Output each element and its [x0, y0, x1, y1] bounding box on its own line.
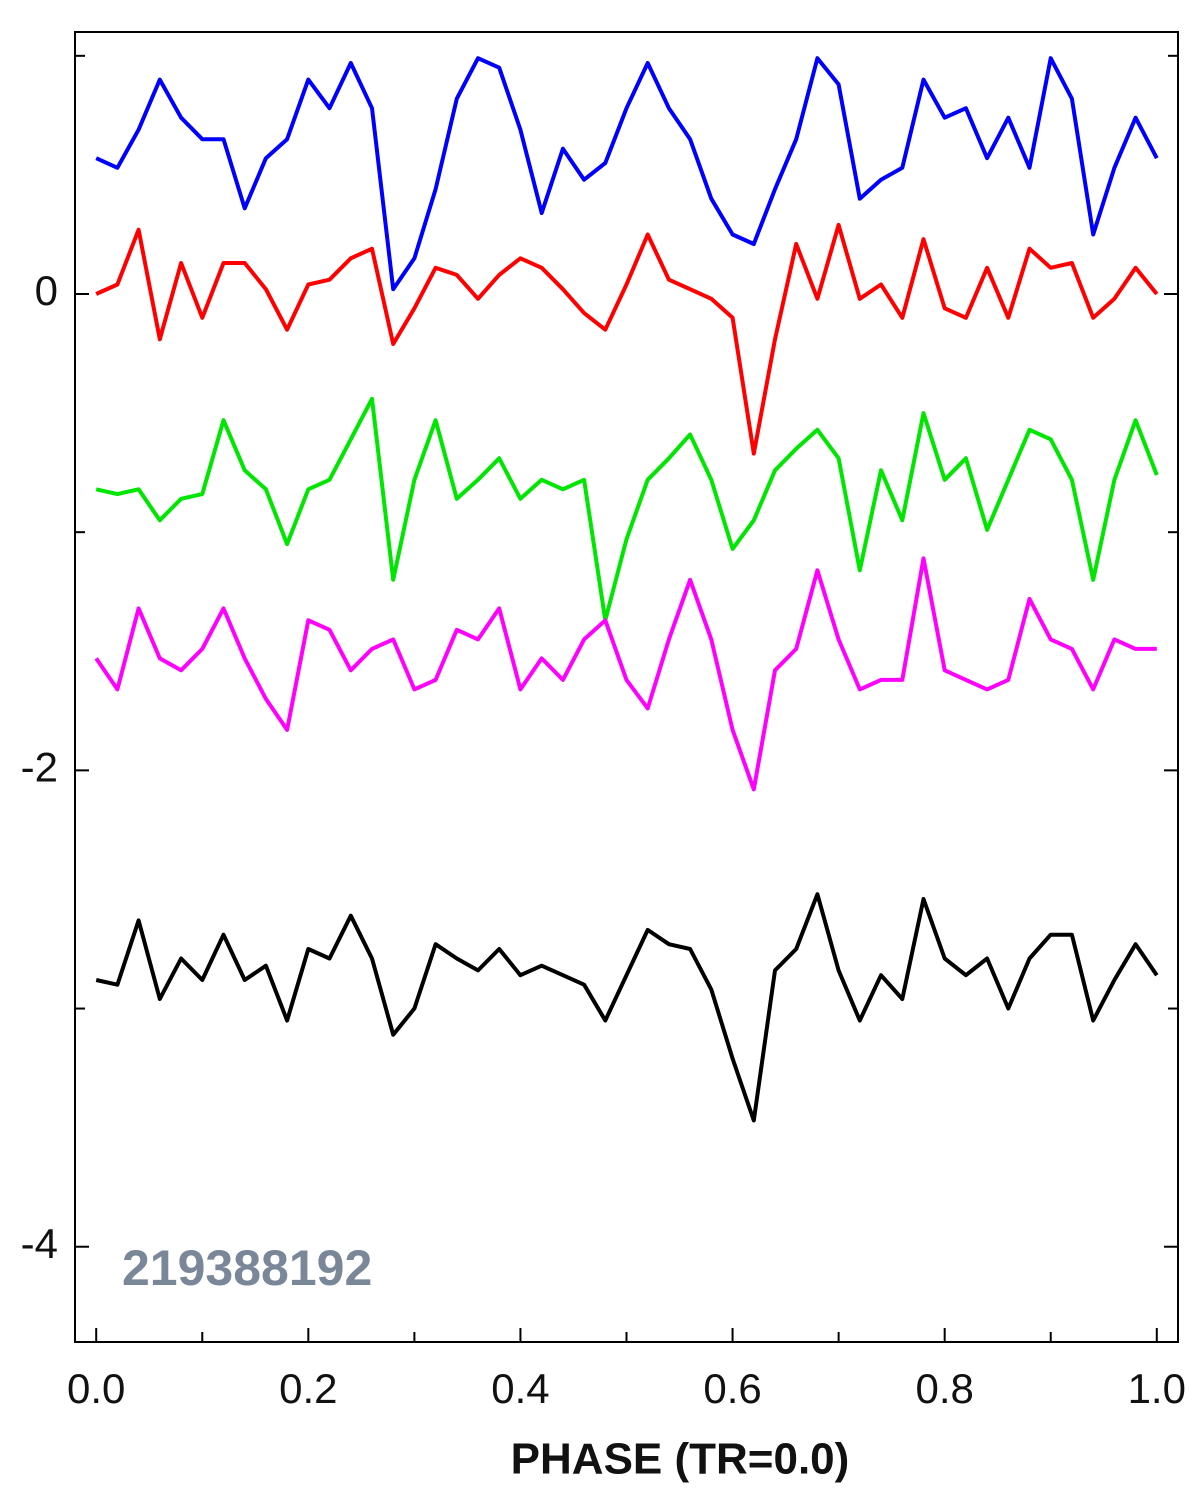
series-line	[95, 222, 1159, 456]
annotation: 219388192	[122, 1240, 372, 1296]
x-tick-label: 0.8	[915, 1365, 973, 1412]
series-line	[94, 556, 1157, 792]
y-tick-label: -4	[21, 1220, 58, 1267]
series-line	[95, 892, 1159, 1123]
x-tick-label: 0.0	[67, 1365, 125, 1412]
y-tick-label: -2	[21, 743, 58, 790]
x-tick-label: 0.4	[491, 1365, 549, 1412]
x-tick-label: 1.0	[1128, 1365, 1186, 1412]
y-tick-label: 0	[35, 267, 58, 314]
series-line	[95, 396, 1159, 623]
x-tick-label: 0.6	[703, 1365, 761, 1412]
x-axis-label: PHASE (TR=0.0)	[511, 1435, 850, 1484]
x-tick-label: 0.2	[279, 1365, 337, 1412]
plot-frame	[74, 31, 1179, 1343]
series-line	[95, 56, 1159, 292]
